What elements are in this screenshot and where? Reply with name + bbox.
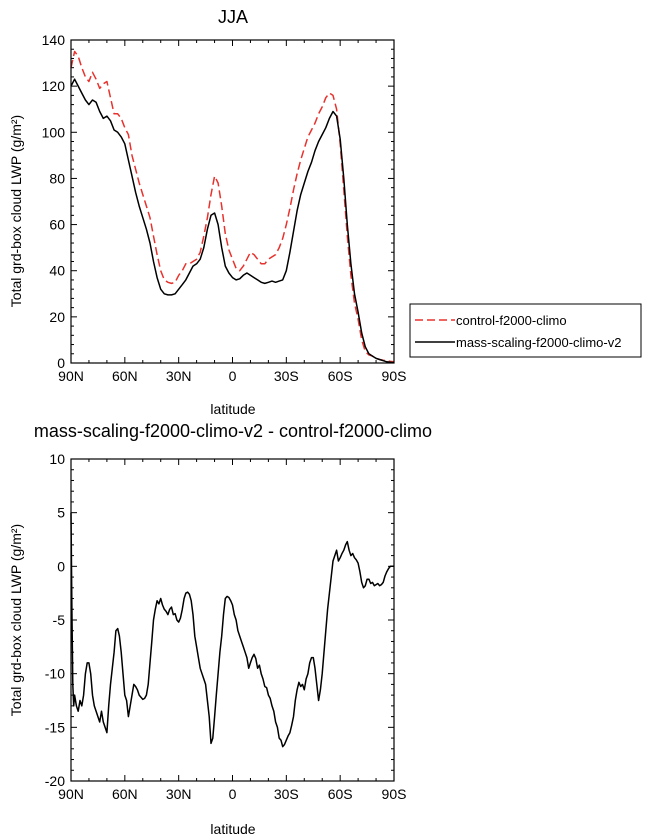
top-ytick-label: 140: [42, 32, 66, 48]
top-xtick-label: 30N: [166, 368, 192, 384]
top-xtick-label: 60S: [328, 368, 353, 384]
bottom-xtick-label: 0: [229, 786, 237, 802]
top-axis-ticks: 90N 60N 30N 0 30S 60S 90S 0 20 40 60 80 100 120 140: [42, 32, 407, 384]
bottom-xtick-label: 30N: [166, 786, 192, 802]
bottom-ytick-label: -20: [45, 773, 65, 789]
top-xlabel: latitude: [210, 401, 255, 417]
bottom-xtick-label: 30S: [274, 786, 299, 802]
legend-box: [409, 303, 642, 358]
bottom-series-line-mass-scaling-f2000-climo-v2-control-f2000-climo: [70, 512, 394, 748]
top-ylabel-units: (g/m²): [8, 115, 24, 152]
bottom-ytick-label: 10: [49, 451, 65, 467]
top-ylabel: Total grd-box cloud LWP (g/m²): [8, 115, 24, 307]
bottom-ytick-label: -10: [45, 666, 65, 682]
svg-text:Total grd-box cloud LWP (g/m²): Total grd-box cloud LWP (g/m²): [8, 115, 24, 307]
bottom-xlabel: latitude: [210, 821, 255, 837]
top-xtick-label: 0: [229, 368, 237, 384]
top-ytick-label: 60: [49, 217, 65, 233]
top-ytick-label: 80: [49, 170, 65, 186]
top-plot-frame: [70, 39, 395, 364]
bottom-xtick-label: 60S: [328, 786, 353, 802]
top-ytick-label: 0: [57, 355, 65, 371]
bottom-xtick-label: 90S: [382, 786, 407, 802]
top-ytick-label: 120: [42, 78, 66, 94]
bottom-ytick-label: -15: [45, 719, 65, 735]
top-ylabel-text: Total grd-box cloud LWP: [8, 156, 24, 307]
svg-text:Total grd-box cloud LWP (g/m²): Total grd-box cloud LWP (g/m²): [8, 524, 24, 716]
top-xtick-label: 90N: [58, 368, 84, 384]
bottom-ytick-label: 0: [57, 558, 65, 574]
top-series-line-mass-scaling-f2000-climo-v2: [70, 78, 395, 364]
top-series-lines: [70, 50, 395, 364]
top-xtick-label: 90S: [382, 368, 407, 384]
bottom-plot-frame: [70, 458, 395, 782]
bottom-chart-title: mass-scaling-f2000-climo-v2 - control-f2…: [34, 421, 432, 441]
bottom-ylabel-text: Total grd-box cloud LWP: [8, 565, 24, 716]
bottom-xtick-label: 60N: [112, 786, 138, 802]
bottom-panel: mass-scaling-f2000-climo-v2 - control-f2…: [8, 421, 432, 837]
bottom-axis-ticks: 90N 60N 30N 0 30S 60S 90S -20 -15 -10 -5 0 5 10: [45, 451, 407, 802]
bottom-xtick-label: 90N: [58, 786, 84, 802]
legend-label-control: control-f2000-climo: [456, 313, 567, 328]
legend-label-mass-scaling: mass-scaling-f2000-climo-v2: [456, 335, 621, 350]
bottom-ytick-label: 5: [57, 505, 65, 521]
top-xtick-label: 60N: [112, 368, 138, 384]
bottom-ytick-label: -5: [53, 612, 66, 628]
legend: control-f2000-climo mass-scaling-f2000-c…: [409, 303, 642, 358]
top-ytick-label: 20: [49, 309, 65, 325]
top-xtick-label: 30S: [274, 368, 299, 384]
bottom-ylabel: Total grd-box cloud LWP (g/m²): [8, 524, 24, 716]
top-ytick-label: 100: [42, 124, 66, 140]
top-panel: JJA Total grd-box cloud LWP (g/m²) latit…: [8, 7, 406, 417]
bottom-ylabel-units: (g/m²): [8, 524, 24, 561]
top-chart-title: JJA: [218, 7, 248, 27]
bottom-series-lines: [70, 512, 394, 748]
top-ytick-label: 40: [49, 263, 65, 279]
